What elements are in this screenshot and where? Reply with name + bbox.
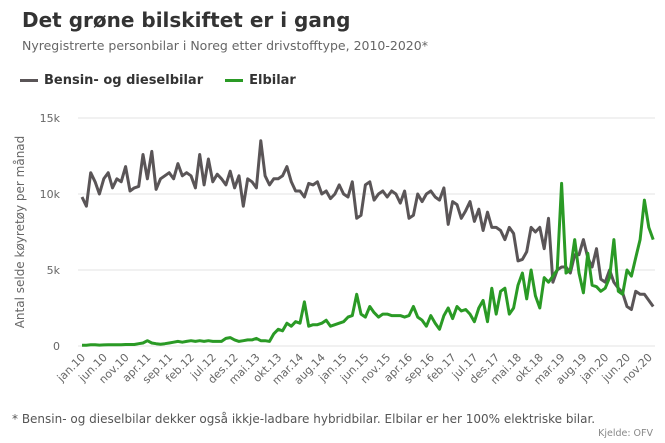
y-tick-label: 10k (40, 188, 61, 201)
y-tick-label: 0 (53, 340, 60, 353)
legend-item-ev[interactable]: Elbilar (225, 73, 296, 88)
series-line-ev (82, 181, 655, 347)
series-line-fossil (80, 139, 655, 311)
legend-swatch-fossil (20, 79, 38, 82)
source-credit: Kjelde: OFV (598, 428, 653, 439)
legend-label-fossil: Bensin- og dieselbilar (44, 73, 204, 88)
footnote: * Bensin- og dieselbilar dekker også ikk… (12, 412, 596, 426)
legend-swatch-ev (225, 79, 244, 82)
y-tick-label: 15k (40, 112, 61, 125)
y-tick-label: 5k (47, 264, 61, 277)
legend-label-ev: Elbilar (249, 73, 296, 88)
chart-subtitle: Nyregistrerte personbilar i Noreg etter … (22, 38, 428, 53)
chart-title: Det grøne bilskiftet er i gang (22, 8, 351, 32)
legend: Bensin- og dieselbilar Elbilar (20, 73, 296, 88)
legend-item-fossil[interactable]: Bensin- og dieselbilar (20, 73, 203, 88)
y-axis-label: Antal selde køyretøy per månad (13, 136, 27, 329)
